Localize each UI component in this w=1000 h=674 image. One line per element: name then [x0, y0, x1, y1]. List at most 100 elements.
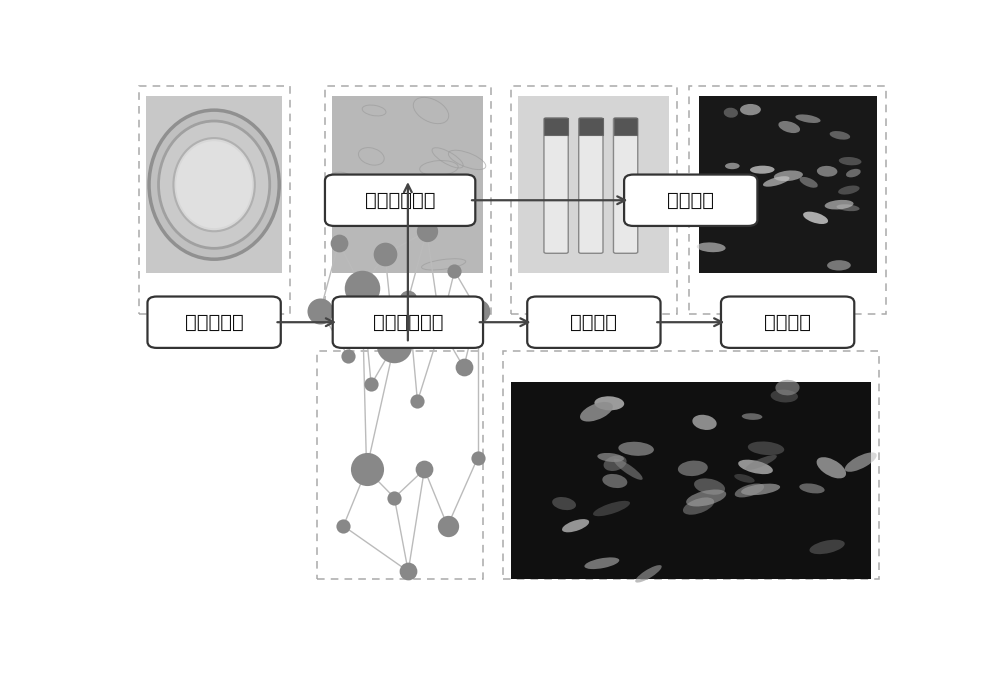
Point — [340, 350, 356, 361]
Bar — [614, 118, 637, 135]
Point — [331, 237, 347, 248]
Ellipse shape — [683, 497, 714, 515]
Ellipse shape — [741, 484, 780, 495]
FancyBboxPatch shape — [613, 118, 638, 253]
Ellipse shape — [740, 104, 761, 115]
Point — [440, 520, 456, 531]
Ellipse shape — [159, 121, 270, 248]
Ellipse shape — [723, 190, 739, 200]
FancyBboxPatch shape — [544, 118, 568, 253]
Ellipse shape — [839, 157, 861, 165]
Ellipse shape — [602, 474, 627, 488]
Ellipse shape — [774, 171, 803, 181]
Ellipse shape — [830, 131, 850, 140]
Bar — [317, 350, 483, 579]
Ellipse shape — [584, 557, 619, 569]
Point — [363, 379, 379, 390]
Point — [470, 453, 486, 464]
Bar — [332, 96, 483, 273]
Point — [400, 566, 416, 577]
Ellipse shape — [838, 185, 860, 195]
Ellipse shape — [725, 163, 740, 169]
Ellipse shape — [735, 483, 764, 497]
Point — [335, 520, 351, 531]
Ellipse shape — [580, 402, 613, 421]
Ellipse shape — [775, 380, 800, 396]
Ellipse shape — [800, 177, 818, 188]
Bar — [579, 118, 603, 135]
Ellipse shape — [176, 141, 252, 228]
Ellipse shape — [593, 501, 630, 516]
Bar — [689, 86, 886, 314]
Ellipse shape — [803, 212, 828, 224]
Bar — [698, 96, 877, 273]
Point — [359, 464, 375, 474]
Ellipse shape — [149, 110, 279, 259]
Point — [416, 464, 432, 474]
Ellipse shape — [748, 441, 784, 455]
Bar — [511, 86, 677, 314]
Ellipse shape — [562, 519, 589, 532]
Ellipse shape — [817, 166, 837, 177]
Bar — [518, 96, 669, 273]
Ellipse shape — [597, 453, 624, 462]
Text: 深度神经网络: 深度神经网络 — [365, 191, 435, 210]
Point — [377, 249, 393, 259]
Ellipse shape — [809, 540, 845, 554]
Point — [386, 492, 402, 503]
Ellipse shape — [604, 456, 627, 471]
Ellipse shape — [697, 243, 726, 252]
FancyBboxPatch shape — [333, 297, 483, 348]
Bar — [325, 86, 491, 314]
Text: 荧光标记: 荧光标记 — [570, 313, 617, 332]
Ellipse shape — [692, 415, 717, 430]
FancyBboxPatch shape — [579, 118, 603, 253]
FancyBboxPatch shape — [721, 297, 854, 348]
Point — [446, 266, 462, 276]
Ellipse shape — [763, 176, 789, 187]
Ellipse shape — [594, 396, 624, 410]
Ellipse shape — [614, 458, 643, 480]
Point — [386, 339, 402, 350]
Ellipse shape — [827, 260, 851, 270]
Ellipse shape — [750, 166, 775, 174]
Ellipse shape — [734, 474, 755, 483]
Ellipse shape — [837, 204, 860, 211]
Ellipse shape — [795, 115, 821, 123]
Bar — [511, 382, 871, 579]
Text: 培养的细胞: 培养的细胞 — [185, 313, 244, 332]
Ellipse shape — [825, 200, 854, 210]
Point — [470, 305, 486, 316]
Ellipse shape — [678, 460, 708, 476]
FancyBboxPatch shape — [325, 175, 475, 226]
Bar — [139, 86, 290, 314]
Point — [409, 396, 425, 406]
Point — [433, 322, 449, 333]
Ellipse shape — [618, 441, 654, 456]
Ellipse shape — [771, 390, 798, 402]
Ellipse shape — [635, 565, 662, 582]
Point — [456, 362, 472, 373]
Ellipse shape — [738, 460, 773, 474]
Ellipse shape — [745, 455, 777, 470]
Ellipse shape — [694, 479, 725, 495]
Ellipse shape — [731, 203, 746, 212]
Bar — [544, 118, 568, 135]
Ellipse shape — [173, 138, 255, 231]
Ellipse shape — [846, 168, 861, 177]
Point — [419, 226, 435, 237]
Text: 显微成像: 显微成像 — [764, 313, 811, 332]
Bar — [503, 350, 879, 579]
FancyBboxPatch shape — [624, 175, 757, 226]
Point — [400, 294, 416, 305]
Ellipse shape — [778, 121, 800, 133]
Point — [354, 282, 370, 293]
Text: 网络输出: 网络输出 — [667, 191, 714, 210]
Ellipse shape — [799, 483, 825, 493]
Ellipse shape — [817, 457, 846, 479]
FancyBboxPatch shape — [147, 297, 281, 348]
FancyBboxPatch shape — [527, 297, 661, 348]
Ellipse shape — [686, 489, 726, 506]
Bar — [146, 96, 282, 273]
Ellipse shape — [732, 202, 746, 212]
